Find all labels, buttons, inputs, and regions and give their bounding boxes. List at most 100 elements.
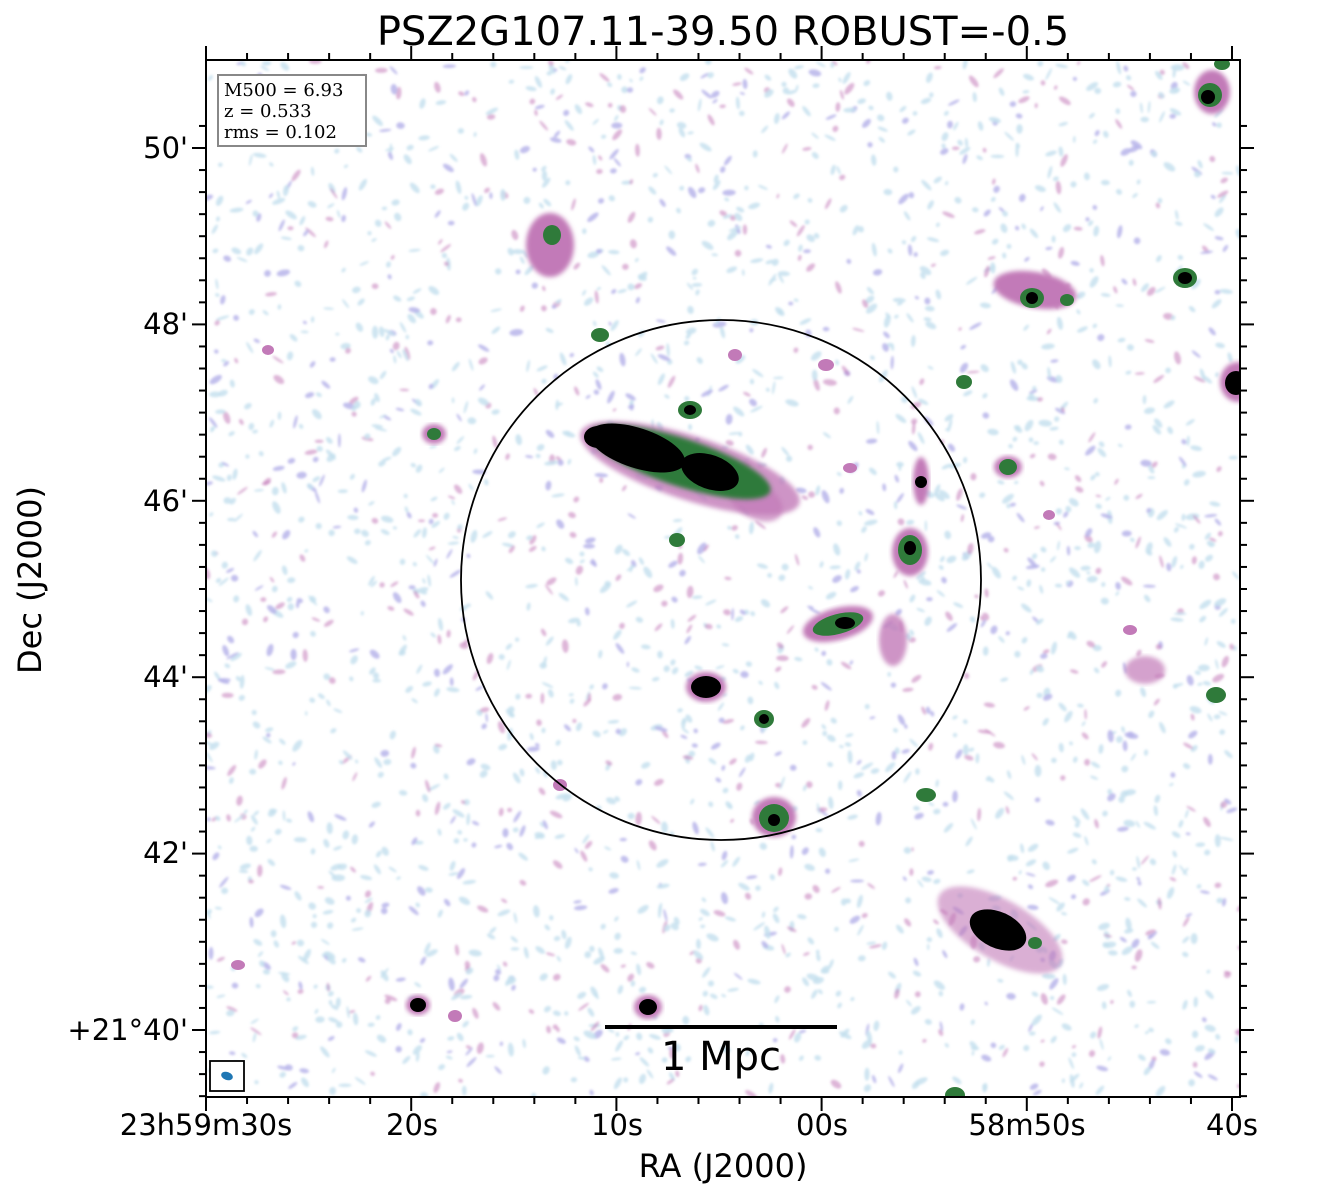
noise-speckle bbox=[327, 1036, 335, 1041]
noise-speckle bbox=[226, 1009, 235, 1017]
noise-speckle bbox=[221, 462, 230, 467]
noise-speckle bbox=[1194, 670, 1201, 675]
noise-speckle bbox=[226, 814, 231, 822]
noise-speckle bbox=[412, 1045, 422, 1055]
noise-speckle bbox=[709, 993, 718, 999]
noise-speckle bbox=[798, 244, 803, 252]
noise-speckle bbox=[565, 180, 571, 186]
noise-speckle bbox=[326, 954, 336, 965]
noise-speckle bbox=[554, 834, 565, 839]
noise-speckle bbox=[1003, 547, 1009, 553]
noise-speckle bbox=[1182, 916, 1190, 927]
noise-speckle bbox=[269, 419, 275, 428]
noise-speckle bbox=[871, 242, 877, 257]
noise-speckle bbox=[1128, 145, 1140, 153]
noise-speckle bbox=[1191, 1030, 1199, 1039]
noise-speckle bbox=[381, 846, 389, 856]
noise-speckle bbox=[1178, 819, 1184, 828]
noise-speckle bbox=[942, 950, 948, 959]
noise-speckle bbox=[833, 407, 840, 415]
noise-speckle bbox=[320, 1046, 330, 1058]
noise-speckle bbox=[342, 830, 350, 840]
noise-speckle bbox=[998, 87, 1005, 96]
noise-speckle bbox=[789, 220, 798, 227]
noise-speckle bbox=[328, 182, 336, 194]
beam-ellipse-icon bbox=[221, 1071, 233, 1081]
noise-speckle bbox=[408, 307, 421, 313]
noise-speckle bbox=[911, 1081, 920, 1089]
noise-speckle bbox=[627, 404, 635, 409]
noise-speckle bbox=[384, 994, 398, 1002]
noise-speckle bbox=[226, 1006, 238, 1012]
noise-speckle bbox=[685, 332, 692, 340]
noise-speckle bbox=[613, 629, 622, 640]
noise-speckle bbox=[605, 760, 613, 766]
noise-speckle bbox=[788, 1028, 796, 1040]
noise-speckle bbox=[534, 104, 545, 110]
noise-speckle bbox=[592, 154, 597, 165]
noise-speckle bbox=[589, 1089, 594, 1096]
noise-speckle bbox=[209, 1030, 221, 1035]
noise-speckle bbox=[346, 1006, 350, 1019]
noise-speckle bbox=[1092, 139, 1098, 144]
noise-speckle bbox=[1163, 162, 1176, 172]
noise-speckle bbox=[710, 841, 715, 852]
noise-speckle bbox=[549, 915, 554, 921]
noise-speckle bbox=[1157, 197, 1163, 204]
noise-speckle bbox=[907, 129, 916, 136]
noise-speckle bbox=[1115, 689, 1122, 697]
noise-speckle bbox=[897, 1063, 904, 1074]
noise-speckle bbox=[849, 660, 854, 665]
noise-speckle bbox=[596, 366, 604, 372]
noise-speckle bbox=[1140, 855, 1149, 865]
noise-speckle bbox=[807, 444, 813, 451]
noise-speckle bbox=[924, 1019, 932, 1025]
noise-speckle bbox=[727, 229, 739, 241]
noise-speckle bbox=[228, 777, 234, 784]
noise-speckle bbox=[982, 412, 990, 419]
noise-speckle bbox=[896, 301, 903, 306]
noise-speckle bbox=[923, 317, 932, 322]
noise-speckle bbox=[697, 542, 707, 555]
noise-speckle bbox=[312, 476, 321, 482]
noise-speckle bbox=[764, 925, 771, 939]
noise-speckle bbox=[1115, 876, 1128, 882]
noise-speckle bbox=[775, 1015, 780, 1023]
noise-speckle bbox=[1178, 456, 1187, 467]
noise-speckle bbox=[352, 1012, 359, 1026]
noise-speckle bbox=[868, 944, 882, 949]
noise-speckle bbox=[1192, 1061, 1198, 1068]
noise-speckle bbox=[1215, 658, 1219, 670]
noise-speckle bbox=[292, 739, 303, 752]
noise-speckle bbox=[556, 519, 565, 529]
noise-speckle bbox=[379, 128, 392, 132]
noise-speckle bbox=[1166, 562, 1172, 572]
noise-speckle bbox=[1101, 582, 1106, 587]
noise-speckle bbox=[1000, 223, 1008, 233]
noise-speckle bbox=[238, 418, 244, 425]
noise-speckle bbox=[1072, 815, 1081, 824]
noise-speckle bbox=[372, 115, 383, 126]
noise-speckle bbox=[966, 869, 975, 874]
noise-speckle bbox=[1215, 1034, 1221, 1040]
noise-speckle bbox=[1159, 111, 1165, 123]
noise-speckle bbox=[215, 578, 222, 583]
noise-speckle bbox=[277, 304, 282, 310]
noise-speckle bbox=[392, 341, 400, 351]
noise-speckle bbox=[405, 685, 414, 693]
noise-speckle bbox=[534, 109, 538, 116]
noise-speckle bbox=[745, 444, 754, 455]
noise-speckle bbox=[1081, 721, 1086, 727]
noise-speckle bbox=[1209, 537, 1217, 542]
noise-speckle bbox=[420, 1092, 429, 1097]
noise-speckle bbox=[364, 890, 372, 898]
noise-speckle bbox=[785, 952, 791, 958]
noise-speckle bbox=[710, 742, 721, 750]
noise-speckle bbox=[573, 900, 582, 904]
noise-speckle bbox=[433, 1082, 441, 1093]
noise-speckle bbox=[1003, 791, 1014, 800]
noise-speckle bbox=[499, 1041, 504, 1046]
noise-speckle bbox=[206, 481, 213, 486]
noise-speckle bbox=[1067, 632, 1073, 639]
noise-speckle bbox=[977, 729, 992, 734]
